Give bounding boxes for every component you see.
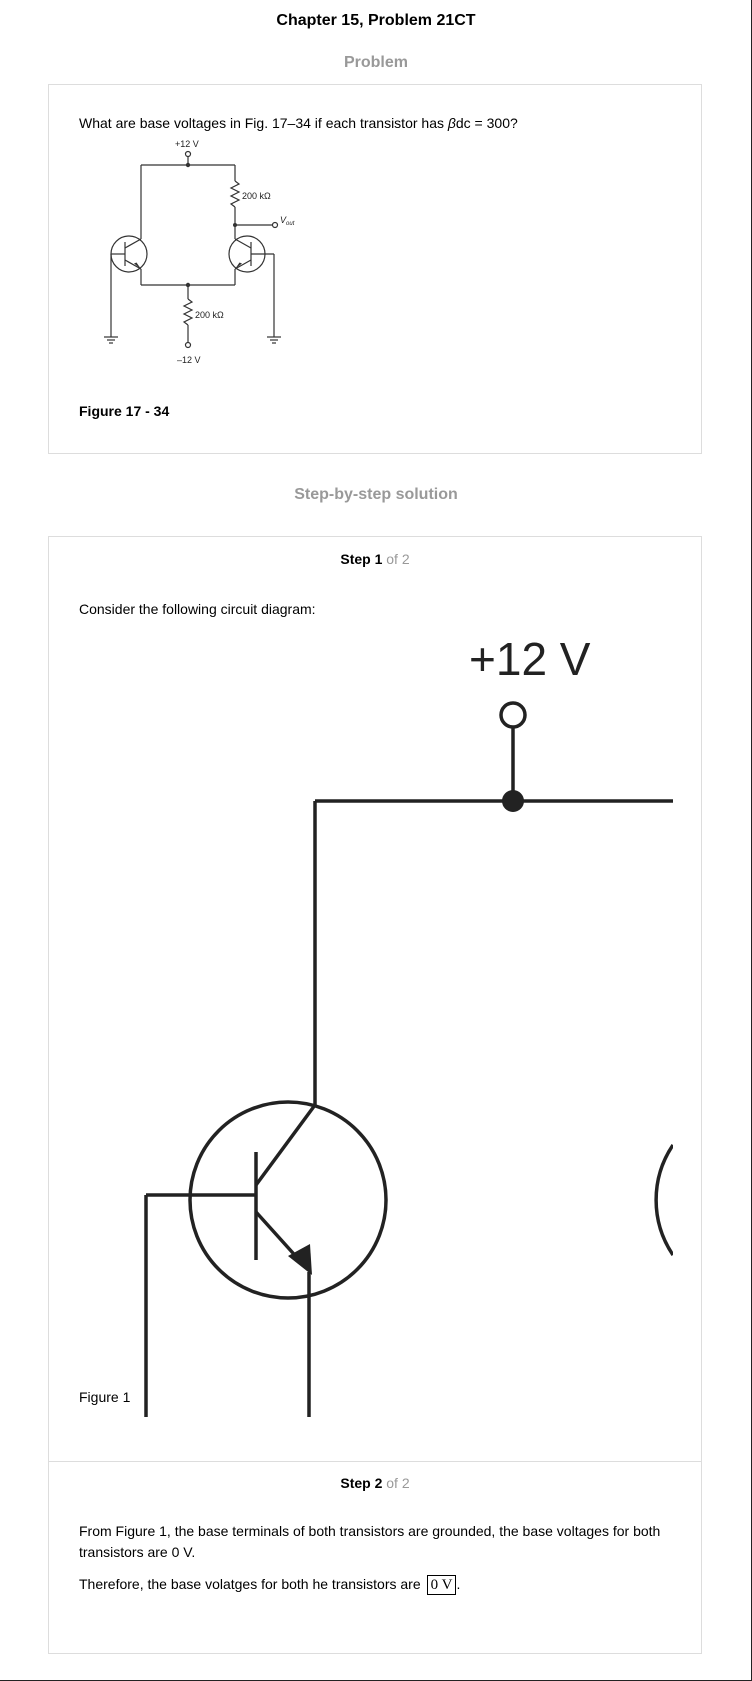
figure-1-supply-label: +12 V	[469, 633, 591, 685]
solution-card: Step 1 of 2 Consider the following circu…	[48, 536, 702, 1654]
problem-question: What are base voltages in Fig. 17–34 if …	[79, 113, 679, 134]
problem-heading: Problem	[343, 54, 408, 71]
step-1-of: of 2	[386, 551, 410, 567]
problem-card: What are base voltages in Fig. 17–34 if …	[48, 84, 702, 454]
answer-box: 0 V	[426, 1575, 457, 1595]
page-title: Chapter 15, Problem 21CT	[276, 12, 476, 29]
step-2-of: of 2	[386, 1475, 410, 1491]
question-suffix: dc = 300?	[455, 115, 518, 131]
question-prefix: What are base voltages in Fig. 17–34 if …	[79, 115, 448, 131]
step-2-header: Step 2 of 2	[49, 1475, 701, 1491]
figure-1-junction-dot	[502, 790, 524, 812]
step-2-paragraph-2: Therefore, the base volatges for both he…	[79, 1574, 669, 1595]
step-1-number: Step 1	[340, 551, 383, 567]
figure-17-34-caption: Figure 17 - 34	[79, 403, 170, 419]
step-divider	[49, 1461, 701, 1462]
step-1-text: Consider the following circuit diagram:	[79, 601, 316, 617]
solution-heading: Step-by-step solution	[294, 486, 458, 503]
step-1-header: Step 1 of 2	[49, 551, 701, 567]
figure-1-caption: Figure 1	[79, 1389, 131, 1405]
step-2-number: Step 2	[340, 1475, 383, 1491]
figure-1-schematic: +12 V	[144, 633, 673, 1417]
fig-resistor-bottom-label: 200 kΩ	[195, 310, 224, 320]
step-2-paragraph-1: From Figure 1, the base terminals of bot…	[79, 1523, 661, 1560]
answer-period: .	[456, 1576, 461, 1592]
fig-vout-label: Vout	[280, 215, 295, 227]
fig-supply-pos-label: +12 V	[175, 139, 199, 149]
fig-supply-neg-label: –12 V	[177, 355, 201, 365]
beta-symbol: β	[447, 115, 456, 131]
figure-17-34-schematic: +12 V 200 kΩ Vout 200 kΩ –12 V	[104, 139, 295, 365]
fig-resistor-top-label: 200 kΩ	[242, 191, 271, 201]
figure-1-emitter-arrow	[288, 1244, 312, 1275]
step-2-conclusion-text: Therefore, the base volatges for both he…	[79, 1576, 421, 1592]
